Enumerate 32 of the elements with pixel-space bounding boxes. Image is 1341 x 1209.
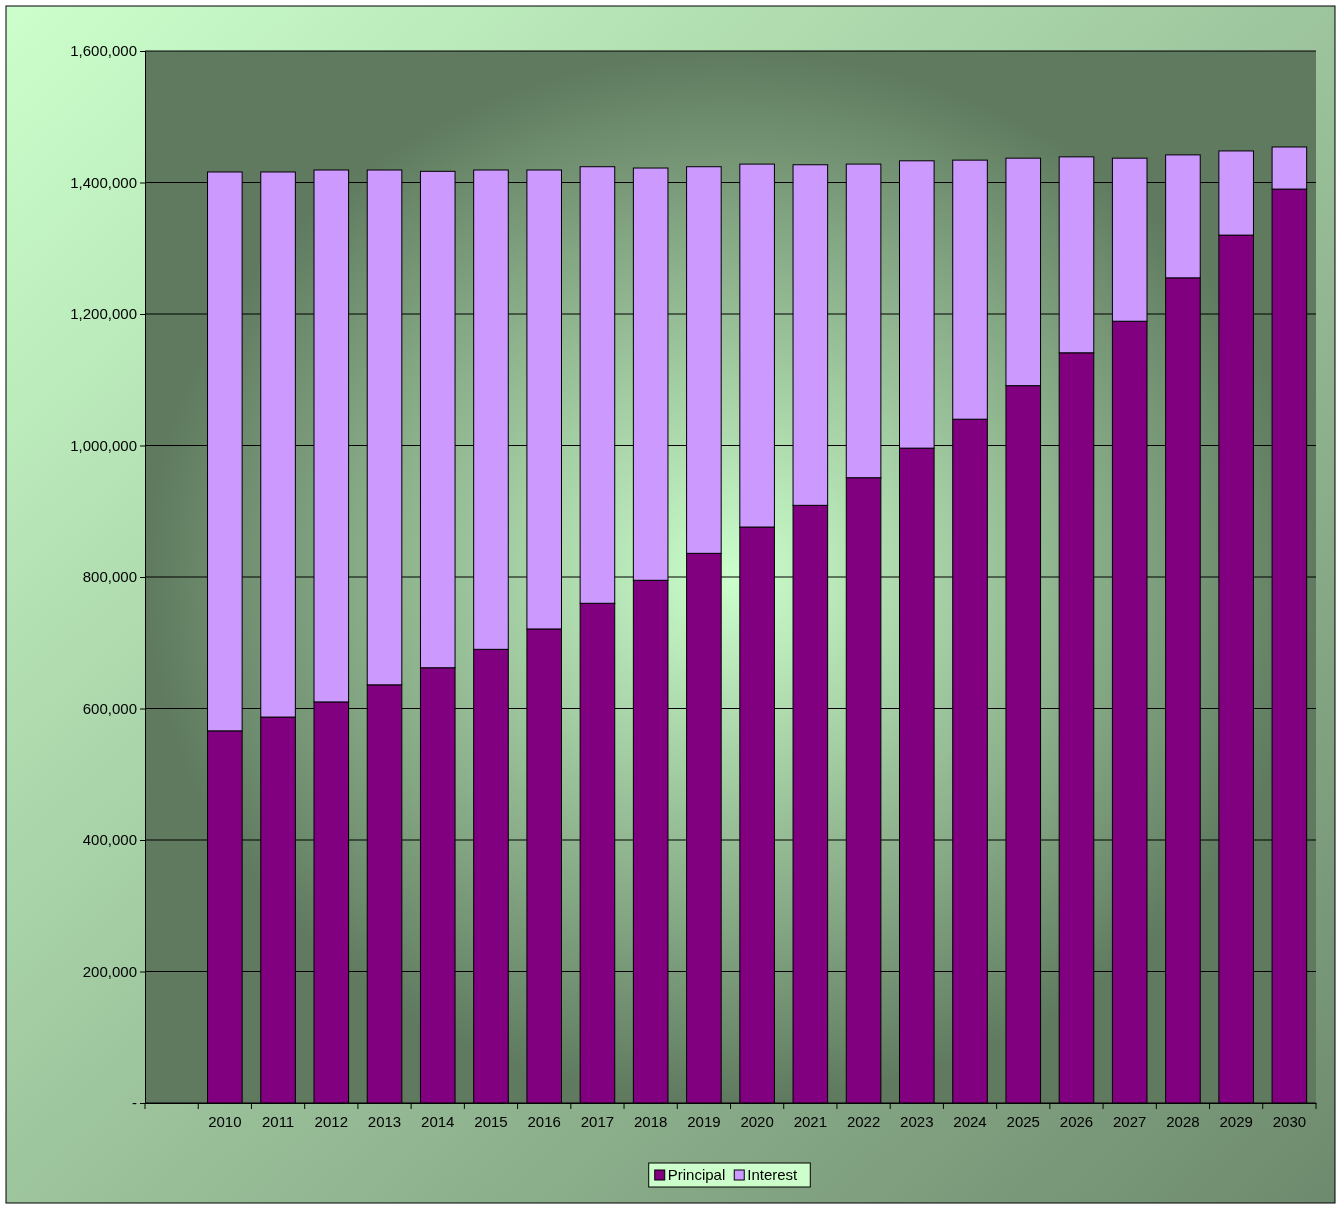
x-tick-label: 2010 [208,1113,242,1130]
x-tick-label: 2015 [474,1113,508,1130]
x-tick-label: 2018 [633,1113,668,1130]
x-tick-label: 2012 [314,1113,348,1130]
x-tick-label: 2029 [1219,1113,1253,1130]
x-tick-label: 2027 [1113,1113,1147,1130]
y-tick-label: 200,000 [82,962,137,980]
x-tick-label: 2026 [1059,1113,1094,1130]
x-tick-label: 2017 [580,1113,615,1130]
x-tick-label: 2025 [1006,1113,1040,1130]
y-tick-label: 1,400,000 [70,173,137,191]
x-tick-label: 2024 [953,1113,987,1130]
x-tick-label: 2020 [740,1113,774,1130]
y-tick-label: 400,000 [82,831,137,849]
legend-label: Interest [747,1166,799,1183]
x-tick-label: 2011 [261,1113,295,1130]
x-tick-label: 2019 [687,1113,721,1130]
x-tick-label: 2014 [421,1113,455,1130]
x-tick-label: 2030 [1272,1113,1307,1130]
x-tick-label: 2022 [846,1113,881,1130]
y-tick-label: 600,000 [82,699,137,717]
legend-label: Principal [667,1166,726,1183]
x-tick-label: 2021 [793,1113,828,1130]
x-tick-label: 2023 [900,1113,934,1130]
y-tick-label: 1,600,000 [70,42,137,60]
x-tick-label: 2016 [527,1113,561,1130]
y-tick-label: 800,000 [82,568,137,586]
y-tick-label: - [132,1094,137,1112]
y-tick-label: 1,200,000 [70,305,137,323]
x-tick-label: 2028 [1166,1113,1200,1130]
y-tick-label: 1,000,000 [70,436,137,454]
x-tick-label: 2013 [367,1113,402,1130]
